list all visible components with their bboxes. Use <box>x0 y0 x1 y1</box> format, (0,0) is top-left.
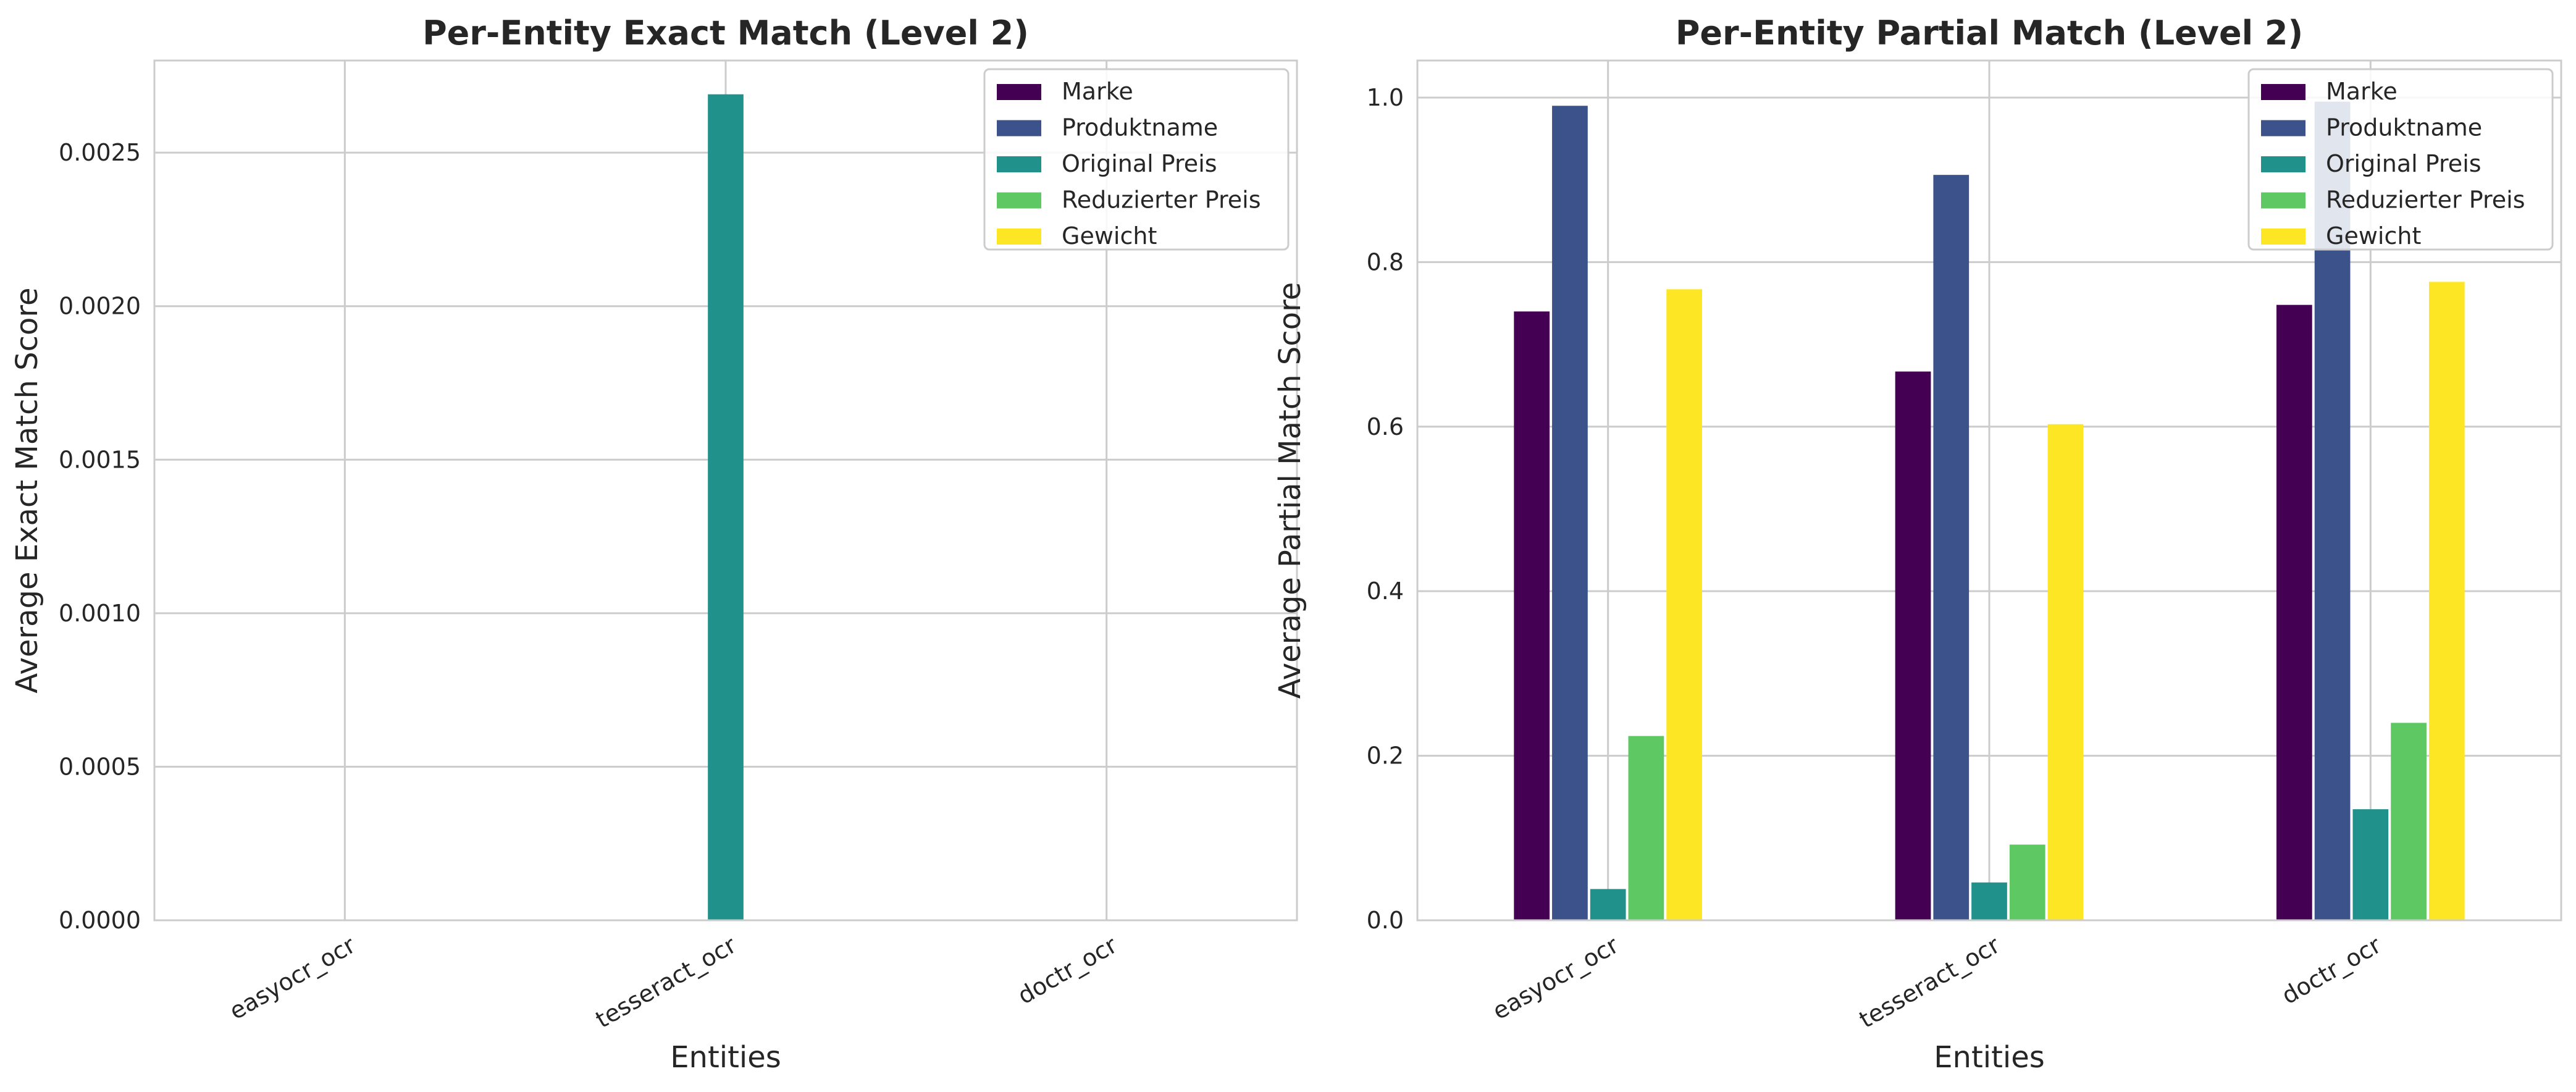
legend-label: Marke <box>2326 78 2398 105</box>
y-tick-label: 0.2 <box>1367 742 1404 770</box>
legend-swatch <box>2261 192 2305 209</box>
legend-label: Reduzierter Preis <box>1062 187 1261 214</box>
chart-title: Per-Entity Partial Match (Level 2) <box>1676 14 2303 52</box>
legend-label: Produktname <box>2326 114 2482 141</box>
bar-reduzierter-preis-doctr_ocr <box>2391 723 2427 920</box>
y-tick-label: 0.0000 <box>59 907 141 934</box>
bar-original-preis-easyocr_ocr <box>1590 889 1626 920</box>
legend-label: Produktname <box>1062 114 1218 141</box>
x-axis-label: Entities <box>670 1040 781 1075</box>
legend-label: Gewicht <box>2326 222 2421 250</box>
bar-gewicht-easyocr_ocr <box>1666 289 1702 920</box>
legend-swatch <box>997 156 1041 172</box>
bar-original-preis-tesseract_ocr <box>708 94 744 921</box>
y-tick-label: 0.0005 <box>59 753 141 780</box>
y-tick-label: 0.4 <box>1367 578 1404 605</box>
bar-marke-easyocr_ocr <box>1514 311 1550 920</box>
y-axis-label: Average Exact Match Score <box>10 287 44 693</box>
bar-produktname-tesseract_ocr <box>1933 175 1970 920</box>
x-tick-label: doctr_ocr <box>2277 931 2386 1010</box>
legend-label: Original Preis <box>1062 150 1217 177</box>
y-tick-label: 0.0010 <box>59 600 141 627</box>
legend-swatch <box>2261 120 2305 136</box>
legend-box <box>983 68 1290 251</box>
chart-title: Per-Entity Exact Match (Level 2) <box>422 14 1029 52</box>
legend-box <box>2247 68 2554 251</box>
legend-swatch <box>2261 84 2305 100</box>
y-tick-label: 0.0015 <box>59 446 141 473</box>
bar-original-preis-doctr_ocr <box>2352 809 2389 920</box>
y-tick-label: 0.0020 <box>59 293 141 320</box>
legend-swatch <box>2261 156 2305 172</box>
bar-original-preis-tesseract_ocr <box>1971 882 2007 920</box>
legend: Marke Produktname Original Preis Reduzierte… <box>2247 68 2554 251</box>
y-tick-label: 0.8 <box>1367 248 1404 275</box>
x-tick-label: easyocr_ocr <box>225 931 360 1025</box>
bar-gewicht-tesseract_ocr <box>2047 424 2084 920</box>
plot-frame <box>153 59 1298 922</box>
legend-swatch <box>997 120 1041 136</box>
bar-gewicht-doctr_ocr <box>2428 282 2465 920</box>
legend-label: Marke <box>1062 78 1133 105</box>
x-tick-label: tesseract_ocr <box>1855 931 2005 1034</box>
x-tick-label: tesseract_ocr <box>591 931 741 1034</box>
x-tick-label: easyocr_ocr <box>1488 931 1623 1025</box>
x-tick-label: doctr_ocr <box>1013 931 1122 1010</box>
y-tick-label: 0.6 <box>1367 413 1404 440</box>
legend-swatch <box>997 84 1041 100</box>
legend-swatch <box>997 192 1041 209</box>
plot-frame <box>1416 59 2562 922</box>
chart-2: 0.0 0.2 0.4 0.6 0.8 1.0 easyocr_ocr tesseract_o… <box>1273 14 2562 1075</box>
legend-swatch <box>997 229 1041 245</box>
legend-label: Original Preis <box>2326 150 2482 177</box>
y-tick-label: 0.0 <box>1367 907 1404 934</box>
bar-marke-doctr_ocr <box>2276 304 2312 920</box>
x-axis-label: Entities <box>1934 1040 2045 1075</box>
legend-swatch <box>2261 229 2305 245</box>
chart-1: 0.0000 0.0005 0.0010 0.0015 0.0020 0.0025 easy… <box>10 14 1298 1075</box>
legend: Marke Produktname Original Preis Reduzierte… <box>983 68 1290 251</box>
legend-label: Gewicht <box>1062 222 1157 250</box>
legend-label: Reduzierter Preis <box>2326 187 2525 214</box>
y-axis-label: Average Partial Match Score <box>1273 282 1307 699</box>
y-tick-label: 0.0025 <box>59 139 141 166</box>
bar-reduzierter-preis-easyocr_ocr <box>1628 736 1664 920</box>
bar-marke-tesseract_ocr <box>1895 371 1931 920</box>
y-tick-label: 1.0 <box>1367 84 1404 111</box>
bar-reduzierter-preis-tesseract_ocr <box>2009 844 2045 920</box>
bar-produktname-easyocr_ocr <box>1552 106 1588 920</box>
